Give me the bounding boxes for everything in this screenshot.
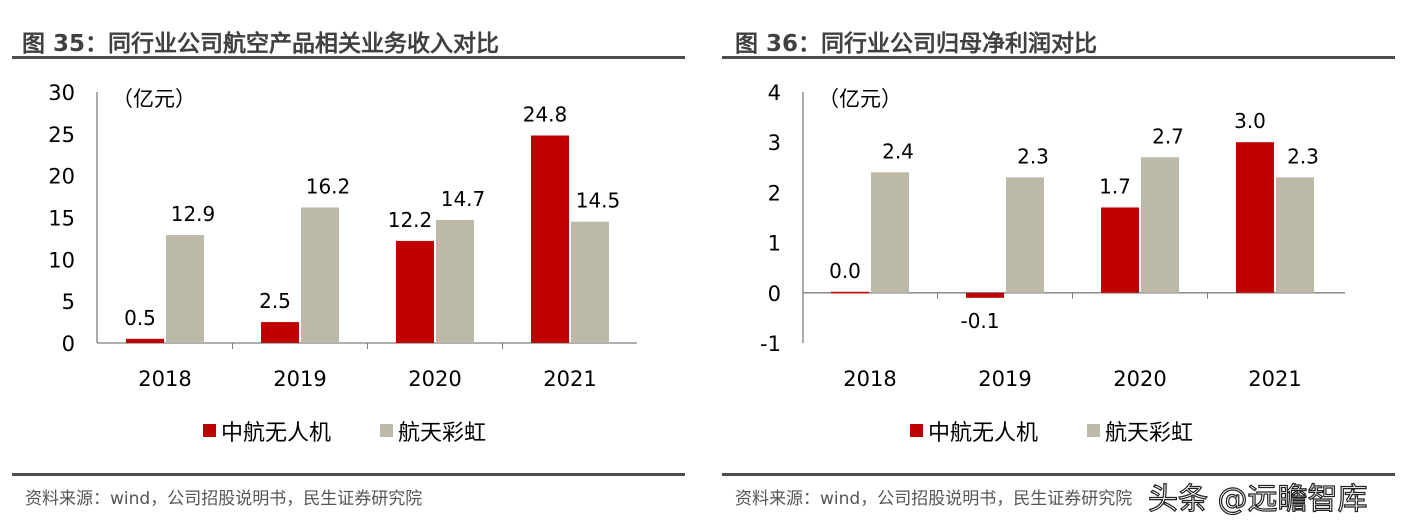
chart-2-x-tick-label: 2021 xyxy=(1248,367,1301,391)
chart-2-bar-zhonghang xyxy=(1101,207,1139,293)
chart-1-data-label: 14.7 xyxy=(441,187,486,211)
chart-2-x-tick-label: 2019 xyxy=(978,367,1031,391)
chart-2-title-rule xyxy=(722,56,1395,59)
chart-1-data-label: 0.5 xyxy=(124,306,156,330)
chart-1-bar-caihong xyxy=(436,220,474,343)
chart-1-bar-caihong xyxy=(571,221,609,343)
chart-1-title-rule xyxy=(12,56,685,59)
chart-2-bar-zhonghang xyxy=(966,292,1004,298)
chart-1-data-label: 12.2 xyxy=(388,208,433,232)
watermark: 头条 @远瞻智库 xyxy=(1147,481,1368,517)
chart-2-legend-swatch xyxy=(1087,424,1100,437)
chart-2-bar-zhonghang xyxy=(831,291,869,294)
chart-2-data-label: 2.7 xyxy=(1152,124,1184,148)
chart-1-y-tick-label: 0 xyxy=(62,332,75,356)
chart-1-y-tick-label: 10 xyxy=(48,248,75,272)
chart-2-title: 图 36：同行业公司归母净利润对比 xyxy=(735,31,1098,57)
chart-1-bar-caihong xyxy=(166,235,204,343)
chart-1-source-rule xyxy=(12,473,685,476)
chart-1-y-tick-label: 5 xyxy=(62,290,75,314)
chart-2-legend-swatch xyxy=(910,424,923,437)
chart-2-y-tick-label: 2 xyxy=(768,181,781,205)
chart-2-x-tick-label: 2020 xyxy=(1113,367,1166,391)
chart-1-bar-zhonghang xyxy=(261,322,299,343)
chart-2-source: 资料来源：wind，公司招股说明书，民生证券研究院 xyxy=(735,489,1133,509)
chart-2-y-tick-label: 4 xyxy=(768,81,781,105)
chart-2-data-label: 2.3 xyxy=(1287,144,1319,168)
chart-1-y-tick-label: 25 xyxy=(48,123,75,147)
chart-2-source-rule xyxy=(722,473,1395,476)
chart-2-legend-label: 航天彩虹 xyxy=(1105,421,1193,446)
chart-1-bar-zhonghang xyxy=(126,338,164,343)
chart-2-data-label: -0.1 xyxy=(960,309,999,333)
chart-2-bar-caihong xyxy=(1276,177,1314,293)
chart-2-y-tick-label: 3 xyxy=(768,131,781,155)
chart-1-bar-zhonghang xyxy=(531,135,569,343)
chart-1-unit-label: （亿元） xyxy=(112,87,196,111)
chart-1-x-tick-label: 2019 xyxy=(273,367,326,391)
chart-1-x-tick-label: 2021 xyxy=(543,367,596,391)
chart-1-y-tick-label: 20 xyxy=(48,165,75,189)
chart-1-data-label: 24.8 xyxy=(523,103,568,127)
chart-1-data-label: 12.9 xyxy=(171,202,216,226)
chart-1-legend-swatch xyxy=(380,424,393,437)
chart-2-x-tick-label: 2018 xyxy=(843,367,896,391)
chart-1-legend-label: 中航无人机 xyxy=(221,421,331,446)
chart-2-y-tick-label: -1 xyxy=(760,332,781,356)
chart-2-bar-caihong xyxy=(871,172,909,293)
chart-1-data-label: 14.5 xyxy=(576,189,621,213)
chart-1-bar-caihong xyxy=(301,207,339,343)
chart-2-bar-caihong xyxy=(1006,177,1044,293)
chart-2-data-label: 1.7 xyxy=(1099,174,1131,198)
chart-2-y-tick-label: 1 xyxy=(768,232,781,256)
chart-1-y-tick-label: 30 xyxy=(48,81,75,105)
chart-2-bar-caihong xyxy=(1141,157,1179,293)
chart-1-data-label: 2.5 xyxy=(259,289,291,313)
chart-2-data-label: 2.3 xyxy=(1017,144,1049,168)
chart-1-bar-zhonghang xyxy=(396,240,434,343)
chart-2-data-label: 2.4 xyxy=(882,139,914,163)
chart-1-title: 图 35：同行业公司航空产品相关业务收入对比 xyxy=(22,31,500,57)
chart-1-y-tick-label: 15 xyxy=(48,207,75,231)
chart-1-legend-swatch xyxy=(203,424,216,437)
chart-2-bar-zhonghang xyxy=(1236,142,1274,293)
chart-1-source: 资料来源：wind，公司招股说明书，民生证券研究院 xyxy=(25,489,423,509)
chart-2-data-label: 0.0 xyxy=(829,259,861,283)
chart-2-legend-label: 中航无人机 xyxy=(928,421,1038,446)
chart-1-legend-label: 航天彩虹 xyxy=(398,421,486,446)
chart-2-unit-label: （亿元） xyxy=(818,87,902,111)
chart-2-data-label: 3.0 xyxy=(1234,109,1266,133)
chart-1-x-tick-label: 2018 xyxy=(138,367,191,391)
chart-2-y-tick-label: 0 xyxy=(768,282,781,306)
chart-1-x-tick-label: 2020 xyxy=(408,367,461,391)
chart-1-data-label: 16.2 xyxy=(306,174,351,198)
